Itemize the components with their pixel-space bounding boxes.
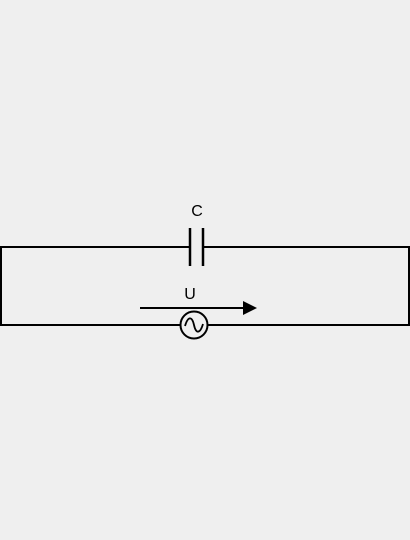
- voltage-label: U: [184, 286, 196, 303]
- sine-wave-icon: [184, 317, 204, 333]
- arrow-head-icon: [243, 301, 257, 315]
- ac-source-icon: [179, 310, 209, 340]
- capacitor-label: C: [191, 203, 203, 220]
- capacitor: [188, 228, 205, 266]
- voltage-arrow: [140, 301, 257, 315]
